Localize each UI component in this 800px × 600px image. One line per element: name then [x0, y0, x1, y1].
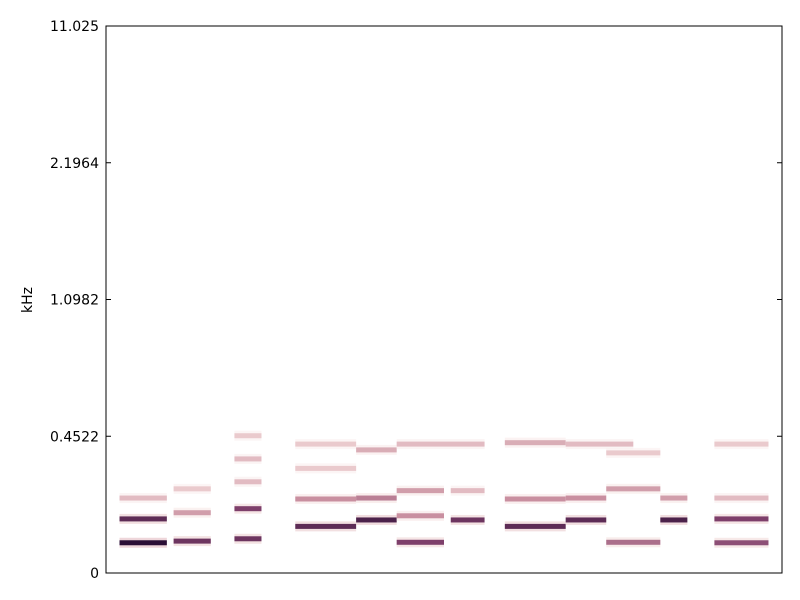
harmonic-segment — [450, 517, 485, 523]
harmonic-segment — [504, 496, 566, 502]
harmonic-segment — [295, 465, 357, 471]
y-tick-label: 1.0982 — [50, 293, 99, 309]
harmonic-segment — [356, 517, 397, 523]
harmonic-segment — [356, 447, 397, 453]
harmonic-segment — [173, 538, 211, 544]
y-tick-label: 11.025 — [50, 19, 99, 35]
harmonic-segment — [450, 488, 485, 494]
harmonic-segment — [234, 456, 262, 462]
harmonic-segment — [660, 517, 688, 523]
harmonic-segment — [173, 486, 211, 492]
harmonic-segment — [295, 523, 357, 529]
harmonic-segment — [173, 510, 211, 516]
y-axis: 11.025 2.1964 1.0982 0.4522 0 — [50, 19, 782, 582]
y-axis-label: kHz — [20, 287, 36, 313]
harmonic-segment — [396, 513, 444, 519]
harmonic-segment — [565, 441, 634, 447]
harmonic-segment — [234, 536, 262, 542]
harmonic-segment — [606, 539, 661, 545]
harmonic-segment — [714, 441, 769, 447]
harmonic-segment — [565, 517, 607, 523]
harmonic-segment — [606, 450, 661, 456]
harmonic-segment — [660, 495, 688, 501]
y-tick-label: 0.4522 — [50, 429, 99, 445]
harmonic-segment — [606, 486, 661, 492]
harmonic-segment — [119, 540, 167, 546]
harmonic-segment — [295, 441, 357, 447]
plot-area — [119, 430, 769, 548]
harmonic-segment — [234, 433, 262, 439]
y-tick-label: 2.1964 — [50, 156, 99, 172]
harmonic-segment — [396, 441, 485, 447]
harmonic-segment — [714, 540, 769, 546]
harmonic-segment — [119, 495, 167, 501]
harmonic-segment — [714, 516, 769, 522]
harmonic-segment — [295, 496, 357, 502]
harmonic-segment — [565, 495, 607, 501]
harmonic-segment — [714, 495, 769, 501]
harmonic-segment — [396, 488, 444, 494]
harmonic-segment — [356, 495, 397, 501]
harmonic-segment — [396, 539, 444, 545]
harmonic-segment — [234, 479, 262, 485]
harmonic-segment — [119, 516, 167, 522]
harmonic-segment — [504, 440, 566, 446]
harmonic-segment — [234, 506, 262, 512]
y-tick-label: 0 — [90, 566, 99, 582]
harmonic-segment — [504, 523, 566, 529]
